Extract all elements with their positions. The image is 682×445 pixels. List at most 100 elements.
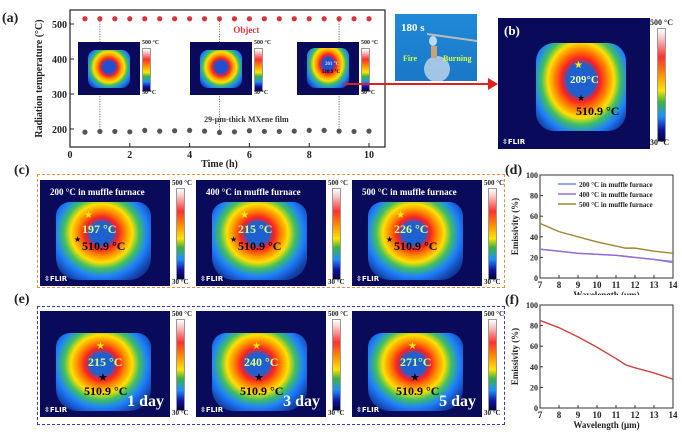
annotation-film: 29-μm-thick MXene film <box>204 115 289 124</box>
flir-icon: ⇳ <box>356 275 362 283</box>
x-tick-label: 10 <box>593 410 603 420</box>
thermal-image-b: (b) ★ 209°C ★ 510.9 °C ⇳FLIR <box>498 18 650 149</box>
film-point <box>187 127 193 133</box>
film-point <box>172 128 178 134</box>
flir-icon: ⇳ <box>502 138 508 146</box>
film-point <box>366 128 372 134</box>
film-point <box>291 128 297 134</box>
colorbar-max-label: 500 °C <box>172 179 193 187</box>
object-point <box>127 16 133 22</box>
colorbar <box>332 319 341 411</box>
y-axis-label: Radiation temperature (°C) <box>34 19 45 137</box>
film-point <box>216 129 223 136</box>
flame <box>429 36 437 46</box>
film-point <box>261 128 267 135</box>
colorbar-max-label: 500 °C <box>484 179 505 187</box>
thermal-title: 500 °C in muffle furnace <box>362 187 457 197</box>
x-axis-label: Wavelength (μm) <box>573 290 639 295</box>
legend-label: 500 °C in muffle furnace <box>579 201 653 209</box>
colorbar-min-label: 30 °C <box>361 90 376 96</box>
object-star-icon: ★ <box>386 235 394 244</box>
x-tick-label: 8 <box>307 150 312 161</box>
x-tick-label: 14 <box>669 280 679 290</box>
object-point <box>172 16 178 22</box>
object-point <box>216 16 223 22</box>
center-star-icon: ★ <box>96 341 105 352</box>
object-star-icon: ★ <box>98 372 108 384</box>
thermal-image-e-3: ★ 271°C ★ 510.9 °C 5 day ⇳FLIR <box>352 311 482 417</box>
colorbar-min-label: 30 °C <box>484 278 501 286</box>
inset-thermal-2 <box>190 42 252 95</box>
object-point <box>276 16 282 22</box>
object-point <box>97 16 103 22</box>
inset-thermal-1 <box>78 42 140 95</box>
object-point <box>112 16 118 22</box>
y-tick-label: 80 <box>530 192 538 201</box>
panel-label-a: (a) <box>2 11 19 26</box>
object-point <box>366 16 372 22</box>
colorbar-max-label: 500 °C <box>172 310 193 318</box>
object-point <box>201 16 208 22</box>
x-tick-label: 11 <box>612 410 621 420</box>
center-star-icon: ★ <box>574 60 583 71</box>
center-star-icon: ★ <box>84 210 93 221</box>
flir-text: FLIR <box>49 406 68 414</box>
inset-object-temp: 510.9 °C <box>322 70 341 75</box>
center-temp: 215 °C <box>88 355 123 369</box>
thermal-image-c-2: 400 °C in muffle furnace ★ 215 °C ★ 510.… <box>196 180 326 286</box>
legend-label: 400 °C in muffle furnace <box>579 191 653 199</box>
y-tick-label: 100 <box>526 301 538 310</box>
x-axis-label: Time (h) <box>201 159 238 170</box>
film-point <box>97 128 103 135</box>
x-tick-label: 9 <box>576 280 581 290</box>
object-temp: 510.9 °C <box>238 239 282 253</box>
y-tick-label: 500 <box>52 20 67 31</box>
annotation-object: Object <box>233 25 259 35</box>
center-temp: 240 °C <box>244 355 279 369</box>
film-point <box>231 129 238 135</box>
colorbar-min-label: 30 °C <box>484 409 501 417</box>
film-point <box>321 127 327 133</box>
panel-label-b: (b) <box>504 23 520 38</box>
x-tick-label: 14 <box>669 410 679 420</box>
inset-thermal-3: 201 °C 510.9 °C <box>297 42 359 95</box>
photo-time-label: 180 s <box>401 22 425 34</box>
thermal-image-c-1: 200 °C in muffle furnace ★ 197 °C ★ 510.… <box>40 180 170 286</box>
flir-icon: ⇳ <box>356 406 362 414</box>
photo-burning-label: Burning <box>443 54 472 63</box>
object-temp: 510.9 °C <box>82 239 126 253</box>
flir-text: FLIR <box>361 275 380 283</box>
center-temp: 197 °C <box>82 222 117 236</box>
colorbar-min-label: 30 °C <box>142 90 157 96</box>
x-tick-label: 13 <box>650 410 660 420</box>
inset-center-temp: 201 °C <box>325 62 340 67</box>
colorbar-min-label: 30 °C <box>328 409 345 417</box>
y-tick-label: 100 <box>526 171 538 180</box>
plot-frame <box>539 304 674 409</box>
x-tick-label: 8 <box>557 410 562 420</box>
object-temp: 510.9 °C <box>576 104 620 118</box>
colorbar <box>176 319 185 411</box>
film-point <box>351 128 357 135</box>
object-temp: 510.9 °C <box>240 384 284 398</box>
plot-frame <box>69 9 386 148</box>
x-tick-label: 10 <box>593 280 603 290</box>
colorbar-max-label: 500 °C <box>328 310 349 318</box>
colorbar-min-label: 30 °C <box>172 409 189 417</box>
colorbar-min-label: 30 °C <box>172 278 189 286</box>
thermal-title: 400 °C in muffle furnace <box>206 187 301 197</box>
y-axis-label: Emissivity (%) <box>510 198 520 255</box>
x-tick-label: 12 <box>631 410 641 420</box>
day-label: 1 day <box>127 393 164 410</box>
x-tick-label: 8 <box>557 280 562 290</box>
day-label: 3 day <box>283 393 320 410</box>
film-point <box>336 128 342 134</box>
thermal-image-e-1: ★ 215 °C ★ 510.9 °C 1 day ⇳FLIR <box>40 311 170 417</box>
x-tick-label: 2 <box>127 150 132 161</box>
colorbar-inset-3 <box>361 48 370 92</box>
lamp-wick <box>431 46 437 58</box>
alcohol-lamp <box>424 56 450 81</box>
x-tick-label: 11 <box>612 280 621 290</box>
flir-logo: ⇳FLIR <box>200 406 223 414</box>
film-point <box>306 127 312 133</box>
